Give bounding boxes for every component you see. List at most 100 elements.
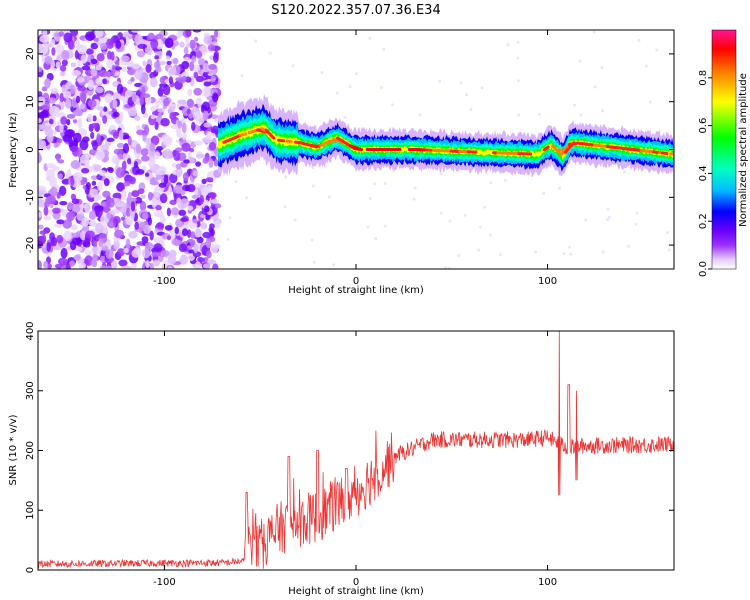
noise-speckle [153, 151, 161, 160]
noise-speckle [157, 112, 163, 119]
noise-speckle [81, 65, 91, 71]
noise-speckle [157, 165, 167, 176]
noise-speckle [118, 259, 128, 267]
noise-speckle [43, 260, 49, 269]
noise-speckle [637, 38, 641, 42]
snr-ytick-label: 200 [25, 441, 36, 460]
noise-speckle [135, 143, 142, 154]
noise-speckle [103, 205, 110, 214]
noise-speckle [184, 36, 190, 44]
noise-speckle [43, 215, 52, 221]
noise-speckle [212, 263, 219, 269]
noise-speckle [205, 177, 214, 183]
noise-speckle [62, 90, 72, 99]
noise-speckle [52, 207, 61, 214]
noise-speckle [136, 129, 146, 136]
noise-speckle [479, 225, 483, 229]
noise-speckle [667, 248, 671, 252]
noise-speckle [210, 75, 216, 83]
spectrogram-ytick-label: -10 [25, 189, 36, 205]
noise-speckle [208, 141, 217, 151]
noise-speckle [159, 193, 168, 204]
noise-speckle [149, 71, 157, 80]
noise-speckle [147, 216, 152, 226]
noise-speckle [142, 60, 147, 67]
colorbar: 0.0 0.2 0.4 0.6 0.8 Normalized spectral ampl… [698, 29, 749, 277]
noise-speckle [92, 140, 98, 151]
noise-speckle [58, 185, 67, 196]
noise-speckle [43, 205, 49, 216]
noise-speckle [186, 108, 191, 115]
noise-speckle [85, 181, 91, 190]
noise-speckle [173, 150, 181, 162]
noise-speckle [202, 157, 209, 164]
noise-speckle [98, 37, 108, 44]
snr-xlabel: Height of straight line (km) [288, 586, 424, 597]
noise-speckle [195, 50, 203, 59]
noise-speckle [166, 55, 171, 61]
noise-speckle [439, 172, 443, 176]
noise-speckle [192, 30, 202, 33]
noise-speckle [542, 192, 546, 196]
noise-speckle [148, 157, 156, 167]
noise-speckle [154, 121, 159, 131]
noise-speckle [104, 93, 113, 104]
noise-speckle [516, 56, 520, 60]
noise-speckle [130, 30, 141, 33]
noise-speckle [44, 55, 53, 65]
noise-speckle [73, 171, 83, 182]
noise-speckle [142, 112, 149, 119]
noise-speckle [159, 215, 166, 224]
noise-speckle [38, 185, 47, 191]
noise-speckle [211, 114, 219, 120]
noise-speckle [54, 223, 62, 228]
noise-speckle [93, 164, 102, 172]
noise-speckle [447, 266, 451, 269]
noise-speckle [140, 104, 146, 115]
noise-speckle [94, 30, 104, 38]
noise-speckle [163, 148, 172, 160]
noise-speckle [102, 190, 111, 198]
noise-speckle [93, 196, 100, 202]
noise-speckle [207, 191, 217, 199]
noise-speckle [79, 91, 87, 102]
signal-core [277, 138, 286, 143]
noise-speckle [202, 62, 210, 73]
noise-speckle [127, 157, 132, 165]
snr-xtick-label: 0 [353, 577, 359, 588]
noise-speckle [95, 77, 103, 85]
noise-speckle [122, 66, 127, 73]
noise-speckle [43, 201, 50, 208]
noise-speckle [145, 63, 152, 73]
noise-speckle [185, 43, 191, 48]
noise-speckle [38, 152, 41, 163]
noise-speckle [90, 42, 99, 50]
snr-axes: -100 0 100 0 100 200 300 400 [25, 321, 674, 588]
noise-speckle [189, 39, 196, 50]
noise-speckle [55, 263, 64, 269]
spectrogram-ytick-label: -20 [25, 237, 36, 253]
noise-speckle [70, 62, 77, 68]
noise-speckle [77, 85, 87, 92]
noise-speckle [64, 98, 72, 110]
noise-speckle [75, 39, 81, 51]
noise-speckle [162, 139, 172, 147]
noise-speckle [418, 113, 422, 117]
noise-speckle [122, 142, 130, 154]
noise-speckle [132, 63, 141, 70]
noise-speckle [506, 43, 510, 47]
noise-speckle [517, 113, 521, 117]
noise-speckle [212, 92, 219, 103]
noise-speckle [215, 83, 221, 90]
noise-speckle [87, 113, 94, 123]
noise-speckle [121, 189, 127, 201]
noise-speckle [97, 181, 103, 192]
noise-speckle [112, 98, 118, 109]
noise-speckle [635, 211, 639, 215]
noise-speckle [52, 165, 60, 172]
noise-speckle [65, 211, 76, 222]
noise-speckle [63, 230, 72, 242]
noise-speckle [95, 208, 103, 218]
noise-speckle [77, 246, 83, 252]
spectrogram-xlabel: Height of straight line (km) [288, 285, 424, 296]
